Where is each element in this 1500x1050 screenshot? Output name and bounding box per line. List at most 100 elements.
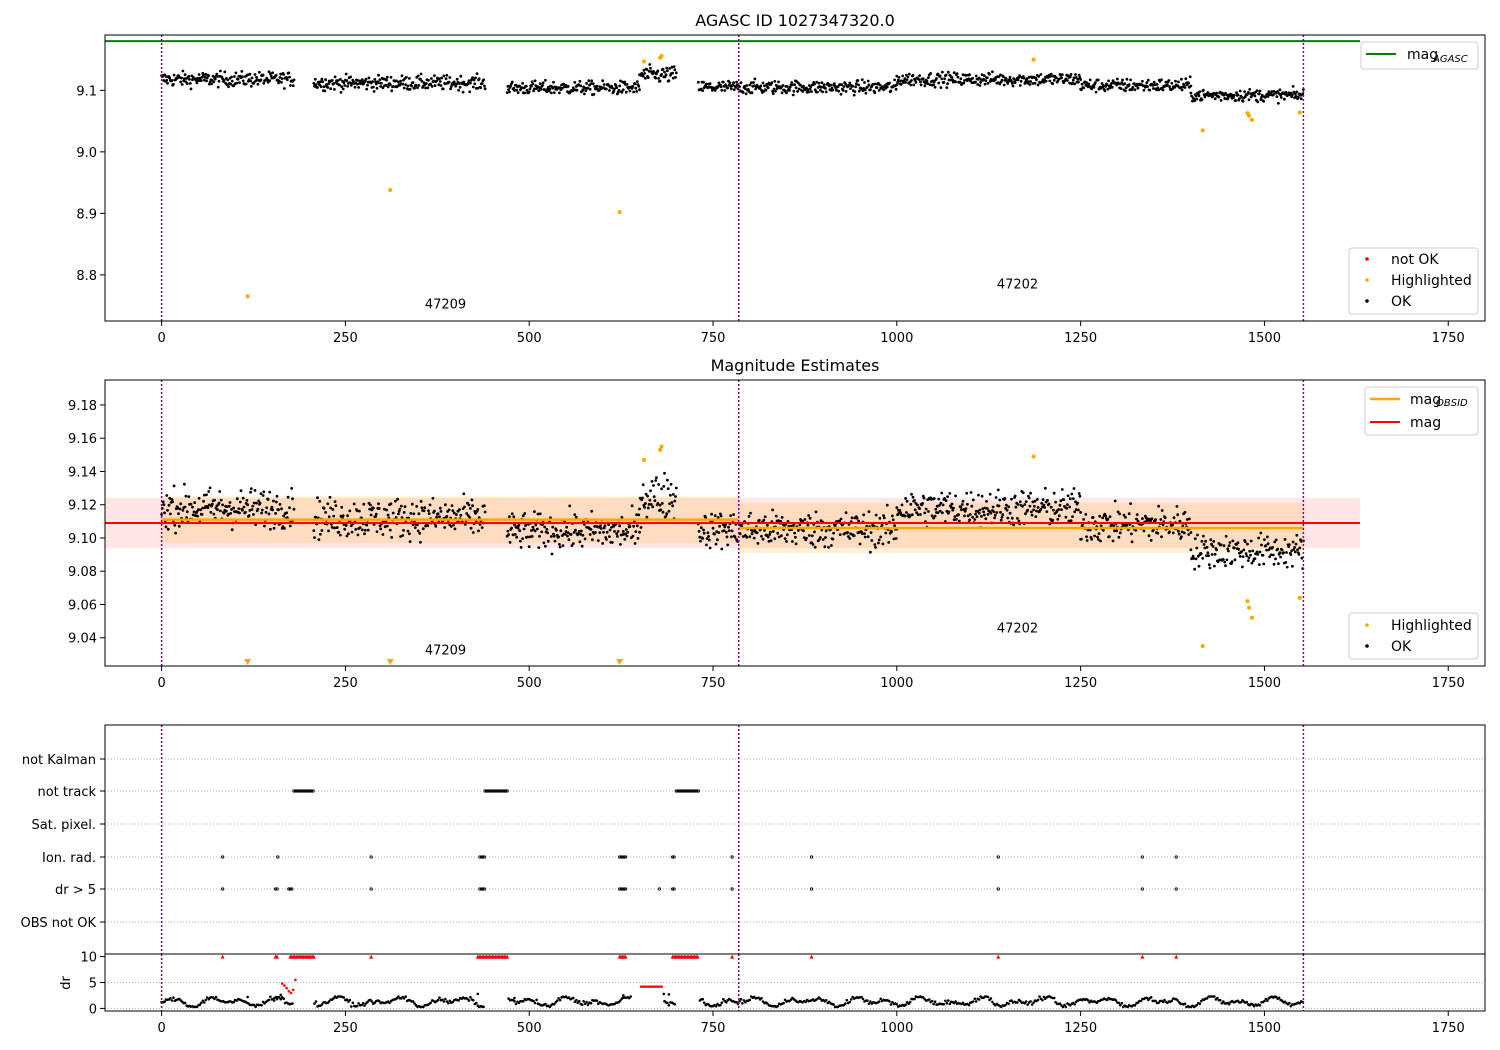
magnitude-ok-point — [1177, 529, 1180, 533]
agasc-ok-point — [437, 83, 441, 87]
magnitude-ok-point — [172, 484, 176, 488]
dr-ok-point — [533, 1001, 537, 1005]
agasc-ok-point — [332, 82, 336, 85]
dr-ok-point — [1004, 1003, 1007, 1007]
magnitude-ok-point — [589, 528, 593, 531]
magnitude-ok-point — [981, 507, 985, 511]
flag-marker — [730, 887, 734, 891]
magnitude-ok-point — [673, 499, 677, 503]
dr-ok-point — [913, 997, 916, 1001]
magnitude-ok-point — [1233, 558, 1237, 562]
magnitude-ok-point — [278, 503, 282, 506]
magnitude-ok-point — [667, 509, 671, 513]
agasc-ok-point — [544, 78, 547, 82]
magnitude-ok-point — [379, 527, 383, 531]
agasc-ok-point — [793, 83, 796, 87]
magnitude-ok-point — [567, 538, 571, 542]
magnitude-ok-point — [645, 515, 649, 519]
magnitude-ok-point — [1056, 517, 1060, 521]
magnitude-ok-point — [450, 504, 454, 507]
magnitude-ok-point — [217, 501, 221, 505]
magnitude-ok-point — [1194, 557, 1198, 561]
magnitude-ok-point — [863, 532, 866, 535]
dr-ok-point — [580, 1003, 584, 1007]
agasc-xtick-label: 500 — [517, 331, 542, 346]
agasc-ok-point — [1161, 88, 1165, 92]
magnitude-ok-point — [632, 524, 635, 528]
magnitude-ok-point — [469, 526, 473, 530]
magnitude-ok-point — [749, 511, 752, 515]
agasc-ok-point — [1006, 82, 1010, 85]
magnitude-ok-point — [714, 542, 718, 546]
agasc-ok-point — [417, 84, 421, 87]
magnitude-ok-point — [939, 501, 943, 505]
flag-marker — [288, 887, 292, 891]
magnitude-ok-point — [941, 503, 945, 507]
magnitude-ok-point — [1271, 546, 1274, 549]
agasc-ok-point — [936, 72, 940, 76]
magnitude-ok-point — [1027, 496, 1031, 500]
agasc-ok-point — [906, 75, 910, 79]
magnitude-ok-point — [1047, 502, 1051, 506]
magnitude-ok-point — [937, 497, 941, 501]
magnitude-ok-point — [1059, 499, 1063, 503]
magnitude-ok-point — [1041, 498, 1045, 501]
magnitude-ok-point — [1251, 549, 1255, 553]
magnitude-ok-point — [1246, 542, 1249, 546]
flag-marker — [677, 789, 681, 793]
magnitude-ok-point — [438, 515, 441, 519]
magnitude-ok-point — [1298, 546, 1302, 550]
agasc-ok-point — [654, 76, 658, 80]
magnitude-ok-point — [803, 518, 807, 521]
magnitude-ok-point — [219, 498, 223, 502]
magnitude-ok-point — [904, 497, 907, 500]
magnitude-ok-point — [229, 512, 233, 515]
magnitude-ok-point — [945, 509, 949, 513]
flag-marker — [273, 887, 278, 891]
dr-ok-point — [348, 998, 352, 1002]
magnitude-ok-point — [337, 530, 341, 534]
magnitude-legend-marker — [1365, 623, 1369, 627]
magnitude-ok-point — [603, 524, 607, 528]
magnitude-ok-point — [1227, 544, 1231, 548]
magnitude-ok-point — [669, 493, 672, 497]
dr-ok-point — [760, 996, 763, 1000]
agasc-ok-point — [345, 79, 349, 83]
agasc-ok-point — [1266, 95, 1270, 98]
magnitude-ok-point — [602, 530, 605, 534]
dr-ok-point — [1280, 999, 1284, 1002]
agasc-ok-point — [533, 79, 537, 83]
magnitude-ok-point — [394, 516, 398, 519]
dr-ok-point — [861, 997, 865, 1001]
flag-marker — [996, 855, 1000, 859]
magnitude-ok-point — [628, 525, 632, 528]
agasc-ok-point — [1191, 99, 1194, 103]
magnitude-ok-point — [878, 516, 882, 520]
magnitude-ok-point — [619, 543, 622, 546]
agasc-ok-point — [796, 90, 799, 93]
agasc-ok-point — [367, 76, 371, 80]
magnitude-ok-point — [1195, 546, 1199, 550]
flag-marker — [298, 789, 302, 793]
magnitude-ok-point — [716, 538, 719, 542]
agasc-ok-point — [777, 80, 780, 84]
magnitude-ok-point — [459, 513, 463, 517]
dr-clipped-marker — [1174, 954, 1179, 959]
agasc-ok-point — [1124, 86, 1128, 90]
flag-marker — [619, 855, 623, 859]
magnitude-ok-point — [538, 534, 541, 538]
agasc-ok-point — [482, 78, 485, 82]
agasc-ok-point — [584, 89, 588, 92]
agasc-ok-point — [397, 80, 400, 84]
agasc-ok-point — [1197, 94, 1201, 98]
agasc-ok-point — [197, 73, 201, 76]
dr-ok-point — [967, 1003, 971, 1007]
magnitude-ok-point — [1013, 494, 1017, 498]
magnitude-ok-point — [538, 512, 542, 516]
magnitude-ok-point — [1225, 558, 1229, 562]
magnitude-ok-point — [994, 496, 998, 499]
agasc-ok-point — [1029, 80, 1032, 83]
agasc-ok-point — [1080, 82, 1084, 86]
magnitude-ok-point — [365, 523, 369, 527]
magnitude-ok-point — [634, 530, 638, 533]
